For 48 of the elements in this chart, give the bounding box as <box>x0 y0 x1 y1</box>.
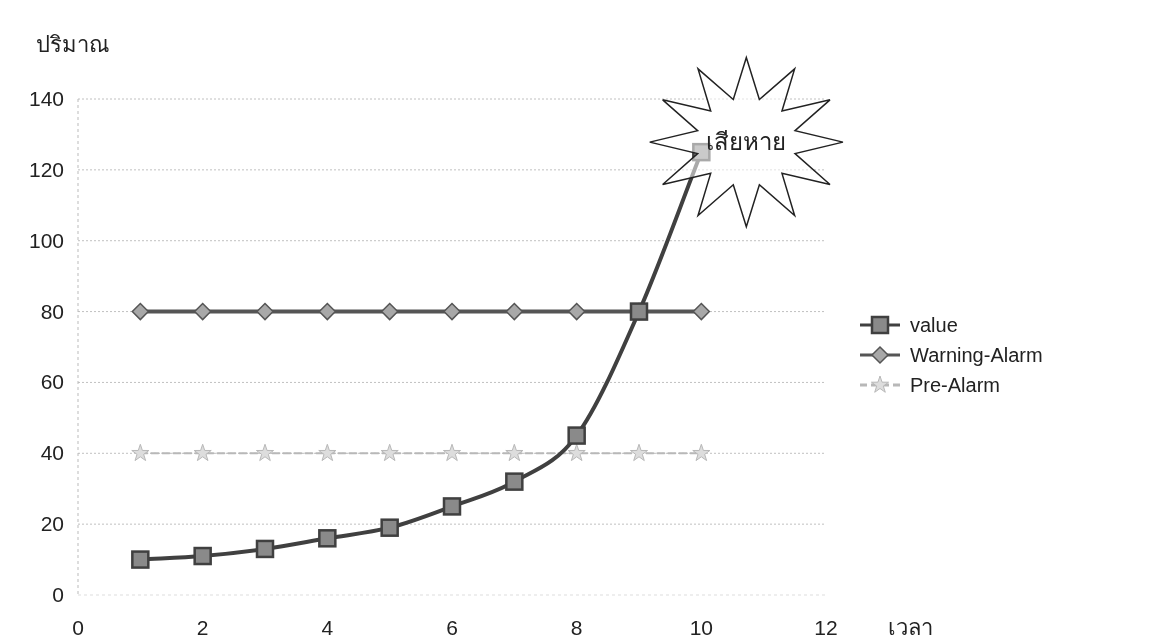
y-tick-label: 140 <box>28 87 64 110</box>
legend-label: value <box>910 314 958 336</box>
legend-label: Warning-Alarm <box>910 344 1043 366</box>
point <box>131 550 150 569</box>
point <box>255 539 275 559</box>
legend-label: Pre-Alarm <box>910 374 1001 396</box>
point <box>692 443 711 462</box>
x-tick-label: 2 <box>196 616 209 639</box>
y-tick-label: 0 <box>52 583 64 606</box>
y-tick-label: 40 <box>40 441 64 465</box>
x-tick-label: 8 <box>570 616 583 639</box>
point <box>380 443 399 462</box>
point <box>131 302 150 321</box>
point <box>380 518 399 537</box>
y-tick-label: 100 <box>28 228 64 252</box>
x-tick-label: 6 <box>446 616 458 639</box>
x-axis-title: เวลา <box>888 615 933 640</box>
point <box>318 443 337 462</box>
point <box>567 443 586 462</box>
y-tick-label: 120 <box>28 157 64 181</box>
point <box>193 302 212 321</box>
point <box>505 443 524 462</box>
point <box>318 302 337 321</box>
point <box>255 443 275 462</box>
x-tick-label: 4 <box>321 616 334 639</box>
point <box>629 443 649 462</box>
point <box>567 302 586 321</box>
point <box>505 302 524 321</box>
y-tick-label: 20 <box>40 512 64 536</box>
point <box>443 302 461 321</box>
y-tick-label: 80 <box>40 299 64 323</box>
point <box>193 443 212 462</box>
point <box>193 546 212 566</box>
point <box>567 426 586 445</box>
point <box>692 302 711 321</box>
point <box>442 443 462 462</box>
x-tick-label: 10 <box>689 616 714 639</box>
x-tick-label: 0 <box>72 616 84 639</box>
x-tick-label: 12 <box>814 616 838 639</box>
annotation: เสียหาย <box>706 128 787 156</box>
point <box>505 472 524 491</box>
y-axis-title: ปริมาณ <box>36 32 109 57</box>
point <box>318 529 337 548</box>
point <box>442 497 462 516</box>
y-tick-label: 60 <box>40 370 64 394</box>
point <box>256 302 274 321</box>
point <box>131 443 150 462</box>
point <box>380 302 399 321</box>
